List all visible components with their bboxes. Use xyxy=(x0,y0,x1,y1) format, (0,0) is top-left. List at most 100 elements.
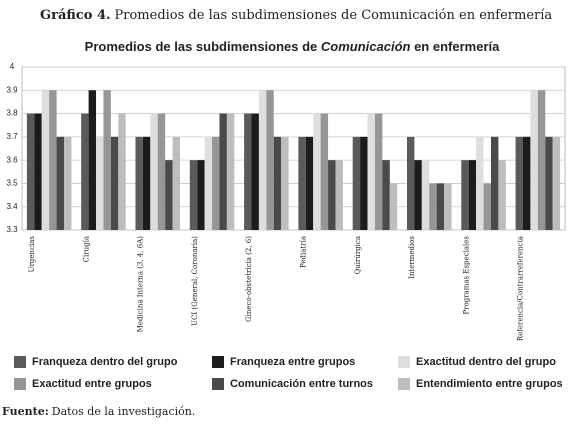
bar xyxy=(490,136,499,230)
bar xyxy=(244,113,252,230)
legend-label: Entendimiento entre grupos xyxy=(416,378,563,390)
y-tick-label: 4 xyxy=(10,62,15,71)
bar xyxy=(49,90,57,231)
bar xyxy=(142,136,151,230)
bar xyxy=(360,136,368,230)
x-tick-label: Intermedios xyxy=(408,236,416,279)
bar xyxy=(189,160,198,230)
legend-swatch xyxy=(212,378,224,390)
bar xyxy=(110,136,119,230)
bar xyxy=(389,183,398,230)
title-part: Promedios de las subdimensiones de xyxy=(85,39,321,54)
source-text: Datos de la investigación. xyxy=(52,405,196,418)
bar xyxy=(157,113,166,230)
bar xyxy=(273,136,282,230)
bar xyxy=(421,160,430,230)
bar xyxy=(197,160,205,230)
legend-label: Franqueza dentro del grupo xyxy=(32,356,178,368)
source-label: Fuente: xyxy=(2,405,49,418)
bar xyxy=(251,113,259,230)
bar xyxy=(374,113,383,230)
bar xyxy=(103,90,111,231)
x-tick-label: Gineco-obstetricia (2, 6) xyxy=(245,236,253,322)
bar xyxy=(461,160,469,230)
bar xyxy=(165,160,173,230)
y-tick-label: 3.8 xyxy=(6,109,18,118)
bar xyxy=(26,113,35,230)
title-part: en enfermería xyxy=(410,39,500,54)
y-tick-label: 3.5 xyxy=(6,179,18,188)
bar xyxy=(212,136,220,230)
title-part: Comunicación xyxy=(321,39,411,54)
legend-label: Exactitud entre grupos xyxy=(32,378,152,390)
bar xyxy=(204,136,213,230)
bar xyxy=(150,113,158,230)
bar xyxy=(515,136,524,230)
figure-label: Gráfico 4. xyxy=(40,8,111,23)
bar xyxy=(498,160,506,230)
bar xyxy=(172,136,181,230)
bar xyxy=(88,90,97,231)
bar xyxy=(118,113,126,230)
y-tick-label: 3.4 xyxy=(6,202,18,211)
bar xyxy=(96,136,104,230)
bar xyxy=(135,136,143,230)
bar xyxy=(429,183,437,230)
legend-label: Franqueza entre grupos xyxy=(230,356,355,368)
bar xyxy=(41,90,50,231)
bar xyxy=(476,136,484,230)
bar xyxy=(226,113,235,230)
figure-title: Promedios de las subdimensiones de Comun… xyxy=(115,8,553,23)
bar xyxy=(352,136,361,230)
bar xyxy=(320,113,329,230)
legend-swatch xyxy=(14,378,26,390)
bar xyxy=(552,136,561,230)
x-tick-label: Medicina Interna (3, 4, 6A) xyxy=(137,236,145,333)
legend-swatch xyxy=(212,356,224,368)
legend-swatch xyxy=(14,356,26,368)
y-tick-label: 3.9 xyxy=(6,85,18,94)
bar xyxy=(483,183,491,230)
x-tick-label: Urgencias xyxy=(28,236,36,273)
bar xyxy=(335,160,343,230)
x-tick-label: Quirúrgica xyxy=(354,236,362,275)
legend-swatch xyxy=(398,356,410,368)
y-tick-label: 3.7 xyxy=(6,132,18,141)
bar xyxy=(414,160,422,230)
source-note: Fuente: Datos de la investigación. xyxy=(2,405,195,418)
bar xyxy=(444,183,452,230)
x-tick-label: Referencia/Contrarreferencia xyxy=(517,236,525,341)
x-tick-label: Cirugía xyxy=(82,236,90,262)
bar xyxy=(406,136,415,230)
bar xyxy=(545,136,553,230)
bar xyxy=(313,113,321,230)
bar xyxy=(281,136,289,230)
legend-label: Comunicación entre turnos xyxy=(230,378,373,390)
y-tick-label: 3.3 xyxy=(6,225,18,234)
bar xyxy=(258,90,267,231)
bar xyxy=(537,90,546,231)
bar xyxy=(266,90,274,231)
chart-title: Promedios de las subdimensiones de Comun… xyxy=(85,39,500,54)
bar xyxy=(34,113,42,230)
bar xyxy=(63,136,72,230)
bar xyxy=(56,136,64,230)
bar xyxy=(468,160,477,230)
x-tick-label: Programas Especiales xyxy=(462,236,470,315)
bar xyxy=(81,113,89,230)
bar xyxy=(530,90,538,231)
bar xyxy=(219,113,227,230)
bar xyxy=(298,136,306,230)
legend-swatch xyxy=(398,378,410,390)
x-tick-label: UCI (General, Coronaria) xyxy=(191,236,199,326)
bar xyxy=(382,160,390,230)
bar xyxy=(523,136,531,230)
bar xyxy=(328,160,336,230)
figure-header: Gráfico 4. Promedios de las subdimensione… xyxy=(40,8,552,23)
bar xyxy=(436,183,445,230)
bar xyxy=(305,136,314,230)
x-tick-label: Pediatría xyxy=(300,236,308,268)
legend-label: Exactitud dentro del grupo xyxy=(416,356,556,368)
y-tick-label: 3.6 xyxy=(6,155,18,164)
